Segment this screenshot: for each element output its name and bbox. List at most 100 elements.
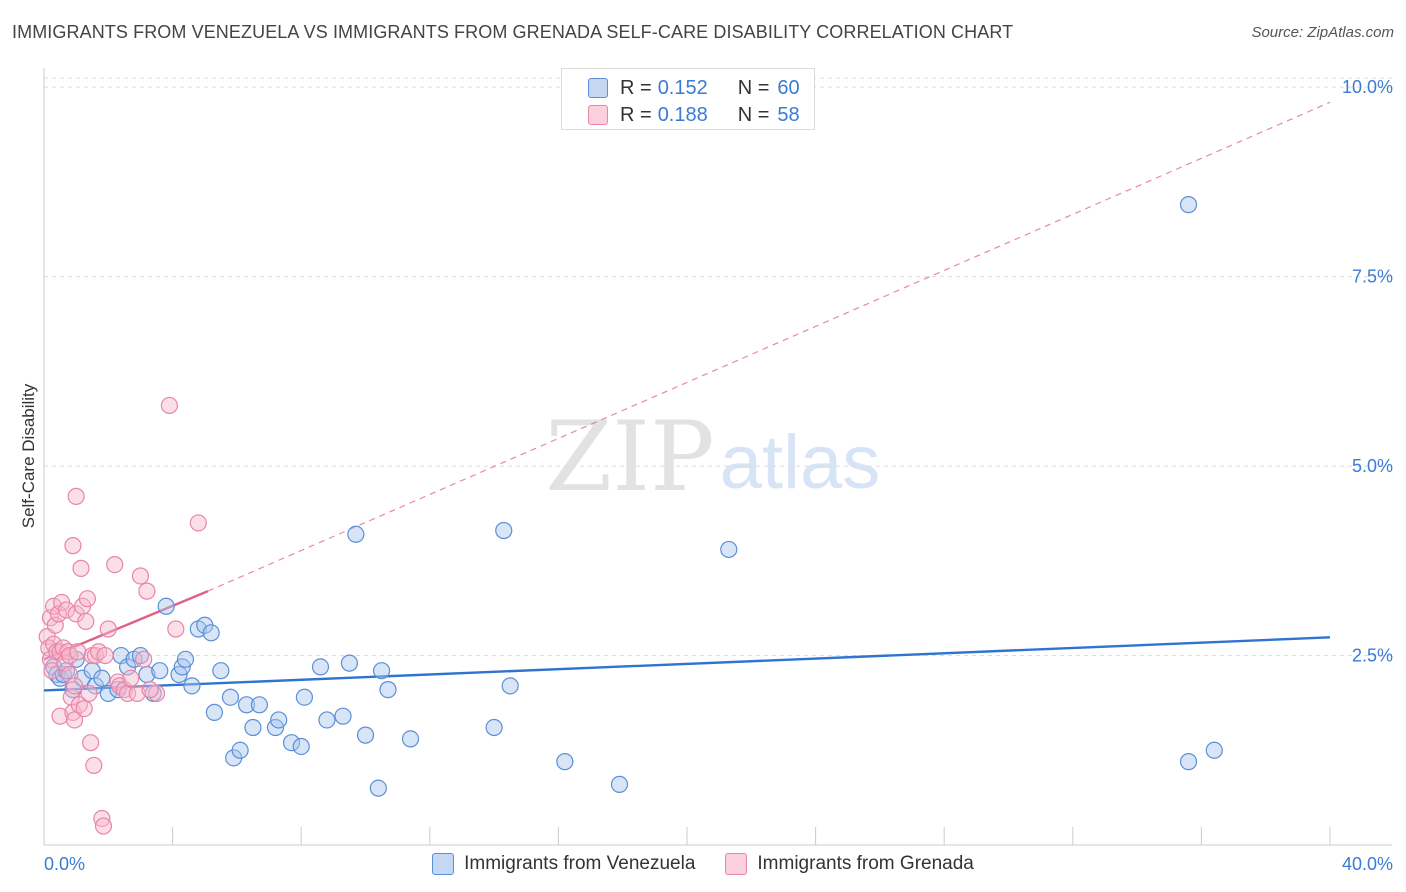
point-grenada [138,582,156,600]
legend-label-grenada: Immigrants from Grenada [757,853,974,874]
point-venezuela [356,726,375,744]
legend-swatch-pink [725,853,748,875]
watermark-atlas: atlas [720,420,881,505]
point-venezuela [720,540,738,559]
point-venezuela [212,662,230,680]
y-axis-label: Self-Care Disability [19,383,38,528]
y-tick-label: 5.0% [1352,456,1393,476]
point-venezuela [372,662,391,680]
point-venezuela [157,597,175,615]
r-label: R = [620,103,652,126]
point-venezuela [485,718,503,737]
y-tick-label: 2.5% [1352,646,1393,666]
point-grenada [99,620,117,638]
point-venezuela [176,650,195,668]
n-label: N = [737,76,770,99]
watermark: ZIP atlas [545,401,880,513]
point-venezuela [311,658,330,676]
legend-swatch-pink [588,105,608,125]
point-grenada [82,734,100,752]
point-venezuela [610,775,629,793]
point-venezuela [556,753,574,771]
point-venezuela [221,688,240,706]
point-venezuela [292,737,310,756]
point-venezuela [318,711,336,729]
axis-labels: 2.5% 5.0% 7.5% 10.0% 0.0% 40.0% Self-Care Disa… [19,77,1393,874]
point-venezuela [495,521,513,540]
point-grenada [64,537,82,555]
legend-item-grenada: Immigrants from Grenada [725,853,974,875]
point-venezuela [93,669,111,687]
y-tick-label: 7.5% [1352,267,1393,287]
point-venezuela [401,730,420,748]
point-venezuela [1179,196,1198,214]
point-venezuela [501,677,519,695]
point-venezuela [250,696,269,714]
trend-line-venezuela [43,636,1331,692]
point-venezuela [282,734,301,752]
point-venezuela [231,741,249,759]
point-grenada [94,817,113,835]
y-tick-label: 10.0% [1342,77,1393,97]
trend-lines [43,101,1331,692]
point-venezuela [237,696,256,714]
point-grenada [67,487,85,505]
legend-swatch-blue [588,78,608,98]
point-grenada [128,684,146,703]
point-grenada [69,643,87,661]
point-venezuela [369,779,387,797]
n-value: 60 [777,76,800,99]
legend-label-venezuela: Immigrants from Venezuela [464,853,696,874]
point-grenada [131,567,150,585]
watermark-zip: ZIP [545,401,714,513]
series-legend: Immigrants from Venezuela Immigrants fro… [0,850,1406,878]
point-grenada [61,646,79,665]
point-grenada [106,555,124,574]
point-grenada [160,396,178,415]
point-grenada [72,559,90,577]
point-venezuela [270,711,288,729]
point-grenada [167,620,185,638]
point-grenada [78,590,97,608]
stats-legend-row-grenada: R = 0.188 N = 58 [588,102,814,128]
grid-lines [44,77,1392,657]
point-grenada [96,646,114,665]
chart-title: IMMIGRANTS FROM VENEZUELA VS IMMIGRANTS … [12,22,1014,42]
n-label: N = [737,103,770,126]
point-venezuela [151,662,169,680]
point-grenada [122,669,140,687]
point-venezuela [1179,753,1198,771]
point-grenada [65,711,84,729]
point-venezuela [202,624,220,642]
point-venezuela [1205,741,1223,759]
point-grenada [77,612,95,631]
data-points [38,196,1223,835]
point-venezuela [183,677,201,695]
point-venezuela [340,654,359,672]
source-label: Source: ZipAtlas.com [1251,24,1394,41]
r-value: 0.188 [657,103,708,126]
axes [43,68,1392,846]
point-grenada [85,756,103,775]
legend-swatch-blue [432,853,455,875]
point-grenada [189,514,207,532]
x-tick-label: 40.0% [1342,854,1393,874]
r-value: 0.152 [657,76,708,99]
stats-legend-row-venezuela: R = 0.152 N = 60 [588,75,814,101]
point-grenada [80,684,98,703]
point-grenada [57,601,76,619]
x-tick-label: 0.0% [44,854,85,874]
legend-item-venezuela: Immigrants from Venezuela [432,853,695,875]
trend-line-extension [207,101,1331,592]
r-label: R = [620,76,652,99]
point-venezuela [295,688,314,706]
point-venezuela [334,707,352,725]
point-venezuela [205,703,223,721]
point-grenada [65,677,84,695]
point-grenada [141,681,159,699]
point-grenada [135,650,153,668]
point-venezuela [347,525,365,543]
stats-legend: R = 0.152 N = 60 R = 0.188 N = 58 [561,68,815,130]
point-grenada [75,699,93,718]
